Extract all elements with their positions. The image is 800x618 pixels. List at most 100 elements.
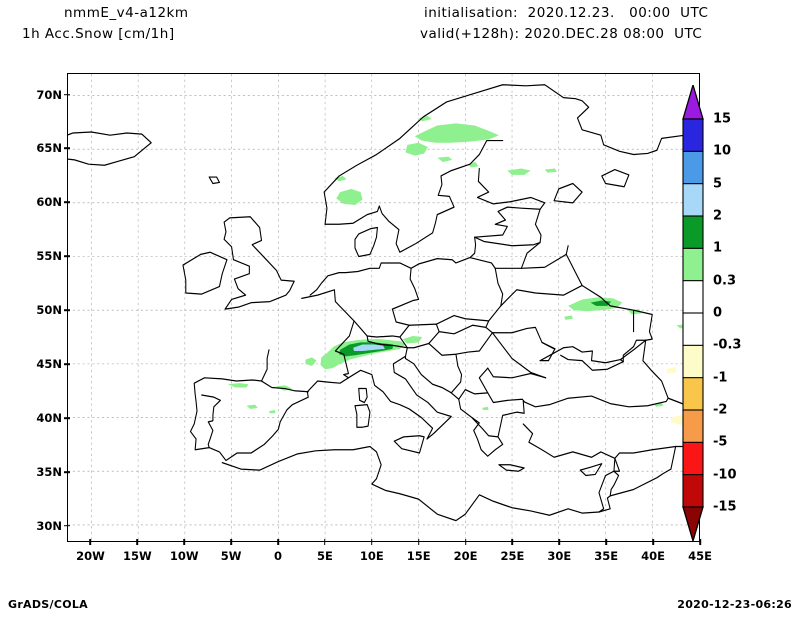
x-tick-mark xyxy=(370,539,373,545)
coastline-segment xyxy=(522,423,616,513)
coastline-segment xyxy=(358,387,368,404)
x-tick-label: 30E xyxy=(547,549,572,563)
x-tick-label: 20E xyxy=(453,549,478,563)
x-tick-label: 15W xyxy=(122,549,152,563)
coastline-segment xyxy=(619,339,647,363)
y-tick-label: 35N xyxy=(36,464,62,479)
y-tick-label: 65N xyxy=(36,141,62,156)
snow-region xyxy=(468,162,479,168)
x-tick-mark xyxy=(605,539,608,545)
coastline-segment xyxy=(347,355,452,440)
colorbar-under-arrow xyxy=(682,506,704,541)
colorbar-tick-label: -10 xyxy=(713,467,737,483)
coastline-segment xyxy=(450,353,463,394)
x-tick-label: 45E xyxy=(688,549,712,563)
snow-region xyxy=(227,383,249,388)
coastline-segment xyxy=(579,463,603,477)
coastline-segment xyxy=(539,346,624,371)
y-tick-label: 55N xyxy=(36,249,62,264)
coastline-segment xyxy=(223,216,295,310)
x-tick-mark xyxy=(511,539,514,545)
coastline-segment xyxy=(391,267,420,310)
coastline-segment xyxy=(399,323,440,349)
coastline-segment xyxy=(491,326,556,362)
valid-time: valid(+128h): 2020.DEC.28 08:00 UTC xyxy=(420,26,703,42)
snow-region xyxy=(353,344,385,351)
x-tick-mark xyxy=(230,539,232,545)
coastline-segment xyxy=(208,176,220,185)
snow-region xyxy=(268,410,276,414)
snow-region xyxy=(246,404,258,409)
snow-region xyxy=(414,123,499,143)
colorbar-tick-label: 2 xyxy=(713,208,723,224)
coastline-segment xyxy=(375,342,408,349)
coastline-segment xyxy=(189,349,349,462)
y-tick-mark xyxy=(64,93,70,96)
map-plot-area xyxy=(67,73,700,542)
coastline-segment xyxy=(458,389,489,400)
coastline-segment xyxy=(565,245,569,255)
colorbar-band xyxy=(682,280,704,315)
x-tick-mark xyxy=(464,539,467,545)
initialisation-time: initialisation: 2020.12.23. 00:00 UTC xyxy=(424,5,709,21)
coastline-segment xyxy=(323,84,699,225)
x-tick-mark xyxy=(699,539,701,545)
colorbar-tick-label: -0.3 xyxy=(713,337,742,353)
x-tick-label: 25E xyxy=(500,549,525,563)
colorbar: 15 10 5 2 1 0.3 0 -0.3 -1 -2 -5 -10 -15 xyxy=(682,85,741,541)
colorbar-over-arrow xyxy=(682,85,704,120)
colorbar-tick-label: 10 xyxy=(713,143,732,159)
snow-region xyxy=(405,142,428,156)
coastline-segment xyxy=(474,236,541,247)
colorbar-band xyxy=(682,344,704,379)
colorbar-tick-label: 1 xyxy=(713,240,723,256)
colorbar-band xyxy=(682,441,704,476)
x-tick-label: 35E xyxy=(594,549,619,563)
x-tick-mark xyxy=(558,539,561,545)
y-tick-label: 60N xyxy=(36,195,62,210)
colorbar-band xyxy=(682,377,704,412)
coastline-segment xyxy=(500,284,653,341)
x-tick-mark xyxy=(652,539,654,545)
coastline-segment xyxy=(354,226,378,258)
snow-shading xyxy=(227,115,699,467)
coastline-segment xyxy=(68,131,152,166)
coastline-segment xyxy=(309,167,546,296)
colorbar-band xyxy=(682,312,704,347)
colorbar-band xyxy=(682,183,704,218)
x-tick-label: 5W xyxy=(220,549,242,563)
coastline-segment xyxy=(438,320,490,335)
colorbar-band xyxy=(682,409,704,444)
coastline-segment xyxy=(598,470,620,513)
snow-region xyxy=(507,168,531,175)
x-tick-mark xyxy=(183,539,186,545)
coastline-segment xyxy=(497,395,669,438)
y-tick-label: 45N xyxy=(36,357,62,372)
title-model: nmmE_v4-a12km xyxy=(64,5,189,21)
colorbar-tick-label: 0.3 xyxy=(713,273,737,289)
coastline-segment xyxy=(553,182,583,204)
x-tick-label: 40E xyxy=(641,549,666,563)
x-tick-mark xyxy=(89,539,92,545)
x-tick-label: 15E xyxy=(406,549,431,563)
coastline-segment xyxy=(601,168,630,188)
x-tick-mark xyxy=(277,539,279,545)
colorbar-tick-label: 5 xyxy=(713,176,723,192)
x-tick-label: 10E xyxy=(359,549,384,563)
y-tick-label: 30N xyxy=(36,518,62,533)
snow-region xyxy=(482,406,489,411)
x-tick-label: 20W xyxy=(76,549,105,563)
colorbar-tick-label: -2 xyxy=(713,402,728,418)
coastline-segment xyxy=(260,380,309,393)
y-tick-mark xyxy=(64,363,70,365)
coastline-segment xyxy=(642,339,669,399)
coastline-segment xyxy=(541,341,555,350)
coastline-segment xyxy=(404,357,504,457)
coastline-segment xyxy=(609,445,677,497)
coastline-segment xyxy=(491,332,547,379)
coastline-segment xyxy=(498,464,525,472)
snow-region xyxy=(654,402,664,407)
europe-map xyxy=(68,74,699,541)
map-clip xyxy=(68,74,699,541)
y-tick-mark xyxy=(64,525,70,527)
